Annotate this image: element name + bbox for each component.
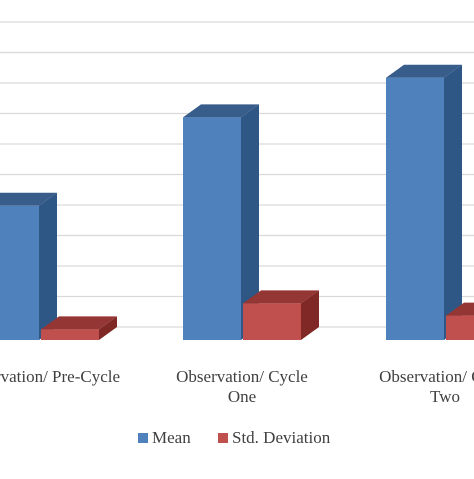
legend-item-std-deviation: Std. Deviation bbox=[218, 428, 331, 447]
legend-label: Std. Deviation bbox=[232, 428, 331, 447]
category-label: One bbox=[228, 387, 256, 406]
category-label: Observation/ Cycle bbox=[379, 367, 474, 386]
bar-side-face bbox=[241, 104, 259, 340]
bar-front-face bbox=[386, 77, 444, 340]
bar-top-face bbox=[183, 104, 259, 118]
legend-item-mean: Mean bbox=[138, 428, 191, 447]
bar-side-face bbox=[39, 192, 57, 340]
bar-side-face bbox=[301, 290, 319, 340]
bar-front-face bbox=[41, 329, 99, 340]
bar-front-face bbox=[183, 117, 241, 340]
category-label: Observation/ Pre-Cycle bbox=[0, 367, 120, 386]
bar-top-face bbox=[386, 64, 462, 78]
bar-std-deviation-1 bbox=[41, 316, 117, 340]
legend-label: Mean bbox=[152, 428, 191, 447]
category-label: Two bbox=[430, 387, 460, 406]
bar-std-deviation-3 bbox=[446, 302, 474, 340]
category-labels: Observation/ Pre-Cycle Observation/ Cycle… bbox=[0, 367, 474, 406]
bar-front-face bbox=[0, 205, 39, 340]
bar-top-face bbox=[243, 290, 319, 304]
category-label: Observation/ Cycle bbox=[176, 367, 308, 386]
bar-mean-1 bbox=[0, 192, 57, 340]
bar-top-face bbox=[41, 316, 117, 330]
bar-top-face bbox=[446, 302, 474, 316]
bar-side-face bbox=[99, 316, 117, 340]
legend: Mean Std. Deviation bbox=[138, 428, 331, 447]
bar-front-face bbox=[446, 315, 474, 340]
bars bbox=[0, 64, 474, 340]
legend-swatch bbox=[218, 433, 228, 443]
bar-std-deviation-2 bbox=[243, 290, 319, 340]
bar-mean-3 bbox=[386, 64, 462, 340]
bar-mean-2 bbox=[183, 104, 259, 340]
bar-side-face bbox=[444, 64, 462, 340]
bar-front-face bbox=[243, 303, 301, 340]
bar-top-face bbox=[0, 192, 57, 206]
legend-swatch bbox=[138, 433, 148, 443]
